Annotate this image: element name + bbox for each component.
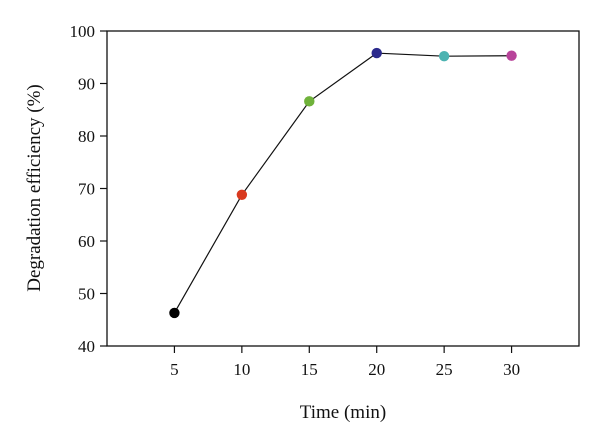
y-tick-label: 80: [78, 127, 95, 146]
y-axis-title: Degradation efficiency (%): [24, 84, 45, 292]
data-point: [371, 47, 382, 59]
y-tick-label: 90: [78, 75, 95, 94]
y-tick-label: 60: [78, 232, 95, 251]
y-tick-label: 40: [78, 337, 95, 356]
x-tick-label: 15: [301, 360, 318, 379]
series-line: [173, 52, 512, 314]
y-tick-label: 100: [70, 22, 96, 41]
x-tick-label: 20: [368, 360, 385, 379]
y-axis-ticks: 40 50 60 70 80 90 100: [70, 22, 107, 356]
x-axis-ticks: 5 10 15 20 25 30: [170, 346, 520, 379]
y-tick-label: 50: [78, 285, 95, 304]
data-point: [304, 96, 315, 107]
x-tick-label: 25: [436, 360, 453, 379]
data-point: [169, 307, 180, 319]
x-tick-label: 10: [233, 360, 250, 379]
series-layer: [169, 47, 517, 319]
x-tick-label: 5: [170, 360, 179, 379]
data-point: [506, 50, 517, 61]
x-axis-title: Time (min): [300, 402, 386, 423]
plot-frame: [106, 30, 580, 347]
y-tick-label: 70: [78, 180, 95, 199]
data-point: [236, 189, 248, 200]
x-tick-label: 30: [503, 360, 520, 379]
data-point: [438, 51, 450, 62]
